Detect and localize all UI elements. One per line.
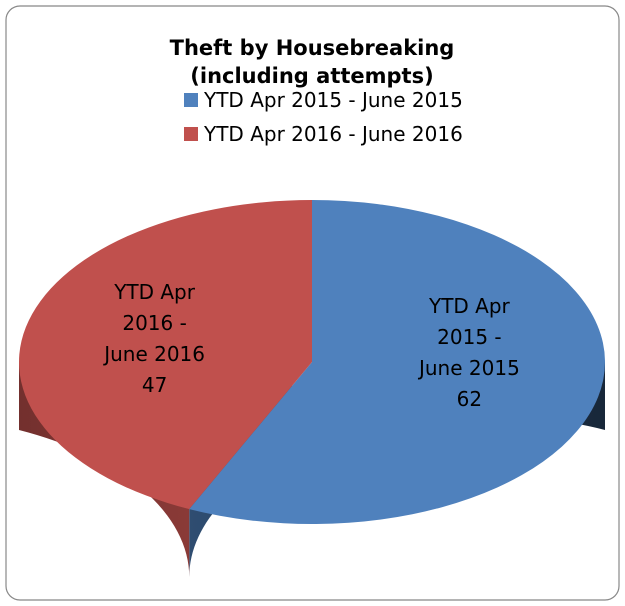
- legend-label: YTD Apr 2016 - June 2016: [204, 122, 463, 146]
- legend-label: YTD Apr 2015 - June 2015: [204, 88, 463, 112]
- legend-entry: YTD Apr 2016 - June 2016: [184, 122, 463, 146]
- slice: [189, 200, 605, 524]
- data-label-name: YTD Apr 2016 - June 2016: [104, 280, 205, 367]
- legend-entry: YTD Apr 2015 - June 2015: [184, 88, 463, 112]
- chart-title: Theft by Housebreaking (including attemp…: [169, 36, 455, 88]
- slice: [18, 200, 312, 510]
- legend-swatch: [184, 127, 198, 141]
- data-label-value: 62: [456, 386, 483, 411]
- data-label-name: YTD Apr 2015 - June 2015: [418, 293, 520, 380]
- data-label-value: 47: [141, 373, 168, 398]
- legend-swatch: [184, 93, 198, 107]
- data-label: YTD Apr 2016 - June 2016 47: [100, 277, 210, 401]
- data-label: YTD Apr 2015 - June 2015 62: [414, 291, 524, 415]
